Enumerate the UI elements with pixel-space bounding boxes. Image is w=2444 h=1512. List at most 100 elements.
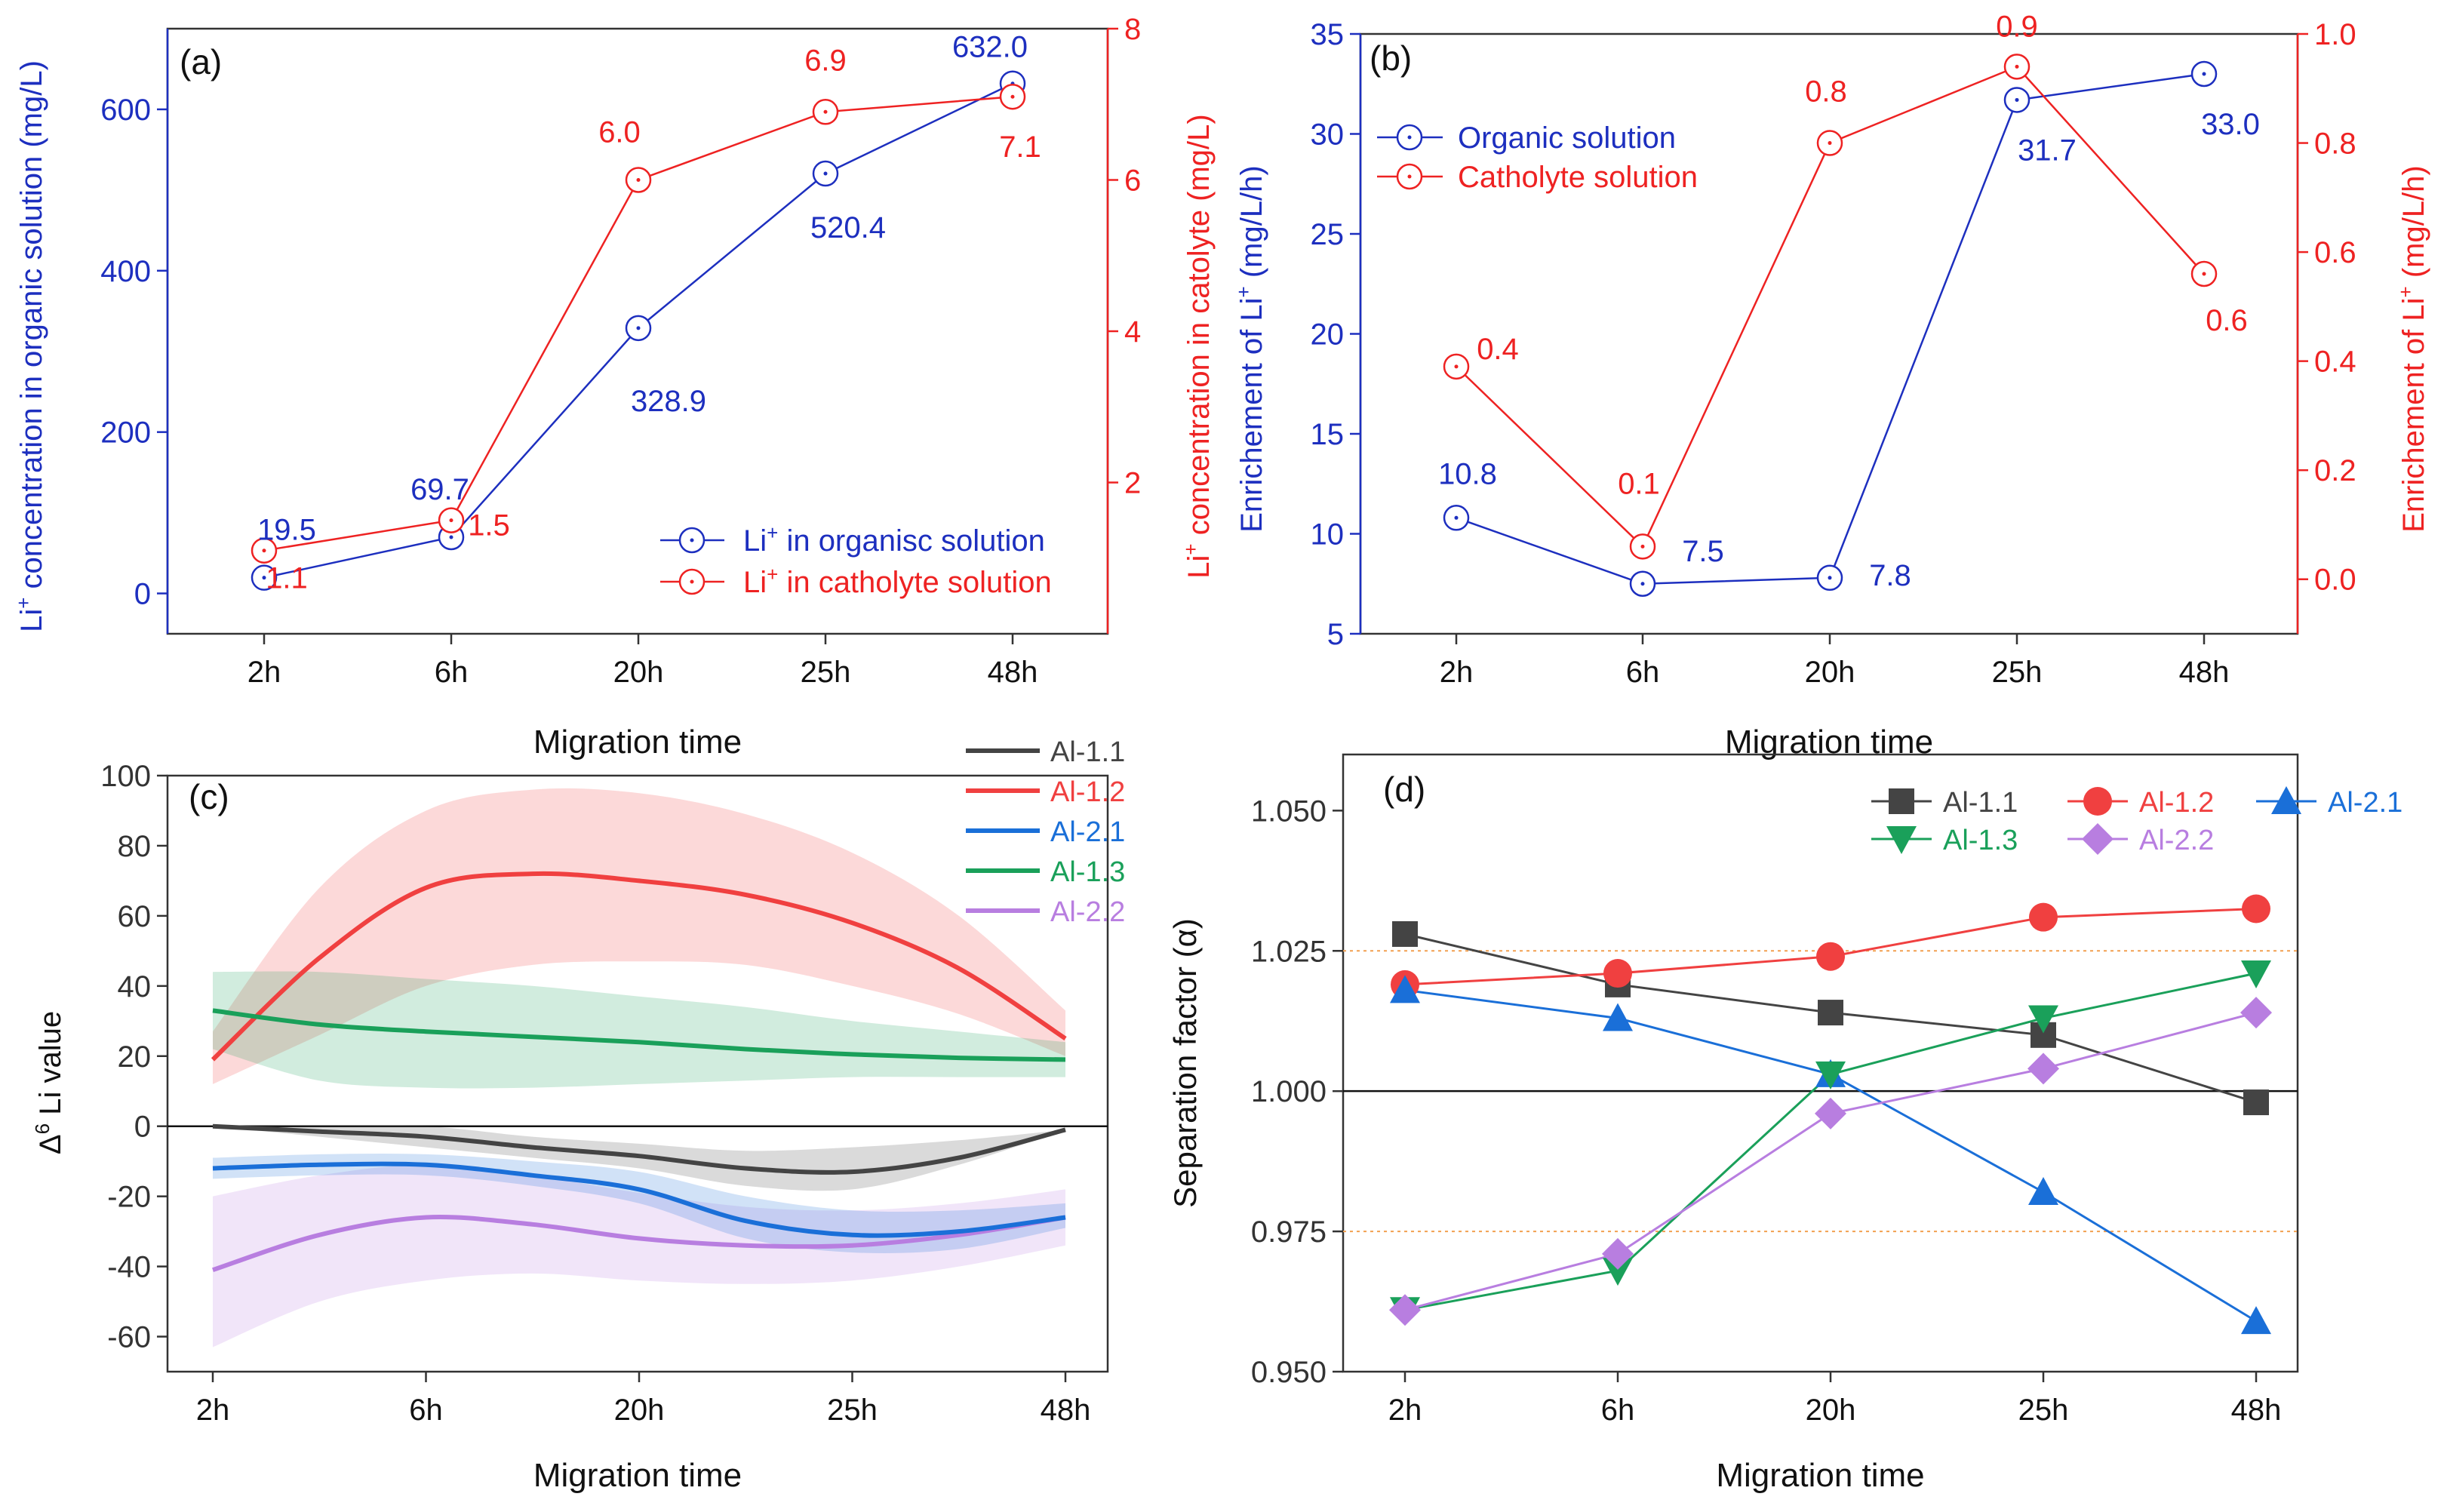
- data-label-catholyte: 1.1: [266, 562, 308, 595]
- y-tick-label: 5: [1327, 618, 1344, 651]
- data-label-catholyte: 0.8: [1805, 75, 1847, 109]
- x-tick-label: 2h: [247, 656, 281, 689]
- y-tick-label: 15: [1311, 418, 1345, 451]
- data-point-al-2-2: [1602, 1237, 1634, 1270]
- y-tick-label: 60: [118, 900, 152, 933]
- data-label-organic: 10.8: [1438, 457, 1497, 490]
- legend-label: Al-1.3: [1943, 825, 2018, 856]
- data-point-al-2-1: [1390, 975, 1420, 1003]
- legend-marker-center: [1407, 174, 1412, 179]
- panel-label: (b): [1370, 38, 1412, 78]
- data-point-al-1-1: [1392, 920, 1418, 947]
- data-point-catholyte-center: [262, 549, 266, 553]
- y-tick-label: 400: [100, 255, 151, 288]
- y-tick-label: 0: [134, 578, 151, 611]
- data-label-organic: 31.7: [2018, 134, 2077, 167]
- y-tick-label-right: 8: [1124, 13, 1141, 46]
- data-point-catholyte-center: [2015, 64, 2019, 69]
- legend-label: Organic solution: [1458, 121, 1676, 155]
- y-tick-label-right: 0.0: [2314, 564, 2356, 597]
- legend-label: Al-1.2: [2139, 787, 2214, 819]
- x-tick-label: 25h: [827, 1394, 878, 1427]
- x-tick-label: 48h: [988, 656, 1038, 689]
- y-tick-label-right: 0.2: [2314, 454, 2356, 487]
- y-tick-label: -60: [107, 1321, 151, 1354]
- y-tick-label: 25: [1311, 218, 1345, 251]
- data-label-organic: 632.0: [952, 31, 1028, 64]
- data-point-al-1-2: [1603, 959, 1632, 988]
- data-point-al-1-2: [2029, 902, 2058, 932]
- data-label-catholyte: 0.6: [2206, 304, 2248, 337]
- data-point-catholyte-center: [823, 109, 828, 114]
- x-tick-label: 6h: [1626, 656, 1660, 689]
- data-point-al-2-2: [2240, 997, 2272, 1029]
- data-label-organic: 7.8: [1869, 559, 1911, 592]
- data-point-catholyte-center: [1454, 364, 1459, 369]
- panel-d: 0.950 0.975 1.000 1.025 1.050 2h 6h 20h 25h 48h Mi…: [1167, 753, 2402, 1494]
- x-tick-label: 6h: [409, 1394, 443, 1427]
- data-point-al-1-1: [2243, 1089, 2269, 1116]
- y-tick-label: 0.950: [1251, 1356, 1327, 1389]
- legend-marker-center: [1407, 135, 1412, 140]
- x-tick-label: 20h: [1805, 656, 1855, 689]
- data-label-catholyte: 0.1: [1618, 467, 1660, 500]
- data-label-organic: 33.0: [2201, 108, 2260, 141]
- legend-label: Al-1.2: [1050, 776, 1125, 808]
- legend-marker-center: [690, 579, 694, 584]
- data-point-al-1-3: [2241, 960, 2271, 989]
- data-point-organic-center: [1640, 582, 1645, 586]
- mean-line-al-1-1: [212, 1123, 1066, 1175]
- panel-a: 0 200 400 600 2 4 6 8 2h 6h 20h 25h 48h Migration tim…: [12, 13, 1216, 761]
- mean-line-al-1-2: [211, 871, 1067, 1062]
- y-tick-label: 10: [1311, 518, 1345, 552]
- panel-label: (d): [1383, 770, 1425, 809]
- data-point-organic-center: [262, 576, 266, 580]
- data-point-al-1-3: [1603, 1258, 1633, 1286]
- series-line-al-2-1: [1404, 988, 2257, 1323]
- y-tick-label: 600: [100, 94, 151, 127]
- legend-label: Al-2.1: [1050, 816, 1125, 848]
- y-tick-label: 20: [1311, 318, 1345, 352]
- panel-label: (c): [189, 777, 229, 816]
- data-point-catholyte-center: [1010, 94, 1015, 99]
- y-tick-label: 200: [100, 416, 151, 450]
- y-tick-label-right: 0.4: [2314, 346, 2356, 379]
- y-axis-title-right: Enrichement of Li+ (mg/L/h): [2394, 165, 2430, 533]
- legend-label: Al-2.1: [2328, 787, 2402, 819]
- x-tick-label: 25h: [1992, 656, 2043, 689]
- y-tick-label-right: 2: [1124, 467, 1141, 500]
- data-label-catholyte: 1.5: [468, 509, 510, 542]
- x-tick-label: 20h: [613, 656, 664, 689]
- data-point-organic-center: [449, 535, 453, 539]
- y-axis-title-right: Li+ concentration in catolyte (mg/L): [1179, 114, 1216, 579]
- data-label-organic: 328.9: [631, 385, 706, 418]
- panel-c: -60 -40 -20 0 20 40 60 80 100 2h 6h 20h 25h 48h Migrat…: [31, 736, 1125, 1494]
- y-tick-label: 80: [118, 830, 152, 863]
- y-tick-label: 0: [134, 1111, 151, 1144]
- y-tick-label-right: 0.6: [2314, 236, 2356, 269]
- y-tick-label-right: 0.8: [2314, 128, 2356, 161]
- data-label-catholyte: 6.9: [804, 44, 847, 77]
- x-tick-label: 25h: [801, 656, 851, 689]
- data-point-al-2-2: [2027, 1053, 2059, 1085]
- legend-marker: [1886, 826, 1917, 854]
- y-tick-label: 0.975: [1251, 1215, 1327, 1249]
- panel-b: 5 10 15 20 25 30 35 0.0 0.2 0.4 0.6 0.8 1.0 2h 6h 20h 25…: [1232, 10, 2430, 761]
- y-tick-label: 35: [1311, 18, 1345, 51]
- mean-line-al-1-3: [212, 1008, 1066, 1062]
- x-tick-label: 2h: [1388, 1394, 1422, 1427]
- data-point-organic-center: [1828, 576, 1832, 580]
- data-point-organic-center: [636, 326, 641, 330]
- data-point-al-2-1: [2241, 1306, 2271, 1335]
- legend-label: Al-1.3: [1050, 856, 1125, 888]
- legend-label: Al-2.2: [1050, 896, 1125, 928]
- y-tick-label: 100: [100, 760, 151, 793]
- legend-label: Al-2.2: [2139, 825, 2214, 856]
- legend-label: Li+ in organisc solution: [743, 521, 1045, 558]
- data-point-al-2-1: [2028, 1177, 2058, 1206]
- y-tick-label-right: 6: [1124, 164, 1141, 198]
- panel-label: (a): [180, 42, 222, 81]
- data-label-organic: 69.7: [410, 473, 469, 506]
- legend-label: Al-1.1: [1050, 736, 1125, 768]
